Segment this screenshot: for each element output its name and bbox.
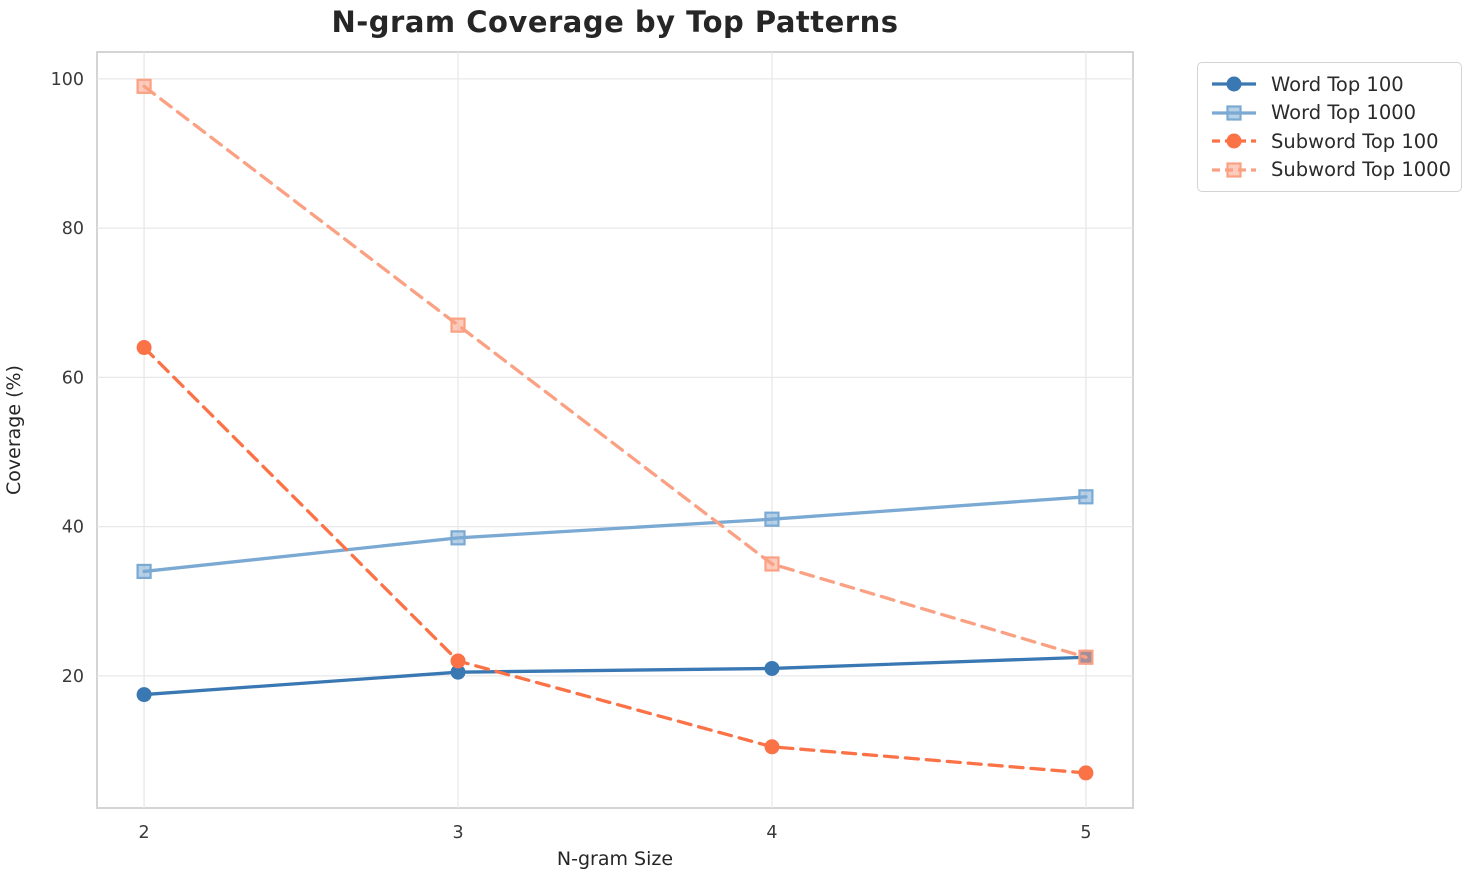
legend-item: Subword Top 1000	[1210, 158, 1455, 181]
x-tick-label: 3	[452, 823, 463, 843]
series-0-marker	[764, 660, 780, 676]
series-0-marker	[450, 664, 466, 680]
legend-item: Word Top 1000	[1210, 101, 1455, 124]
y-axis-label: Coverage (%)	[3, 365, 25, 495]
series-2-marker	[764, 739, 780, 755]
chart-title: N-gram Coverage by Top Patterns	[331, 5, 899, 39]
series-3-marker	[1078, 649, 1094, 665]
x-tick-label: 4	[766, 823, 777, 843]
series-3-marker	[450, 317, 466, 333]
y-tick-label: 80	[62, 219, 84, 239]
legend-label: Word Top 1000	[1271, 101, 1417, 125]
legend-label: Subword Top 100	[1271, 129, 1439, 153]
series-line-1	[142, 495, 1088, 574]
y-tick-label: 60	[62, 368, 84, 388]
legend-label: Subword Top 1000	[1271, 158, 1451, 182]
series-line-2	[142, 345, 1088, 775]
series-0-marker	[136, 687, 152, 703]
legend-square-swatch	[1212, 105, 1256, 121]
series-2-marker	[1078, 765, 1094, 781]
series-1-marker	[764, 511, 780, 527]
legend: Word Top 100 Word Top 1000 Subword Top 100…	[1197, 62, 1462, 192]
x-axis-label: N-gram Size	[556, 848, 674, 870]
series-2-marker	[136, 340, 152, 356]
series-1-marker	[136, 563, 152, 580]
x-tick-label: 2	[139, 823, 150, 843]
y-tick-label: 40	[62, 518, 84, 538]
legend-square-swatch	[1212, 162, 1256, 178]
series-1-marker	[450, 530, 466, 546]
series-2-marker	[450, 653, 466, 669]
x-tick-label: 5	[1080, 823, 1091, 843]
legend-item: Word Top 100	[1210, 73, 1455, 96]
series-1-marker	[1078, 489, 1094, 505]
series-3-marker	[764, 556, 780, 572]
plot-background	[96, 51, 1134, 809]
legend-label: Word Top 100	[1271, 72, 1404, 96]
series-3-marker	[136, 78, 152, 94]
series-line-0	[142, 655, 1088, 697]
legend-circle-swatch	[1212, 76, 1256, 92]
legend-circle-swatch	[1212, 133, 1256, 149]
legend-item: Subword Top 100	[1210, 130, 1455, 153]
y-tick-label: 20	[62, 667, 84, 687]
series-line-3	[142, 84, 1088, 659]
y-tick-label: 100	[51, 70, 84, 90]
